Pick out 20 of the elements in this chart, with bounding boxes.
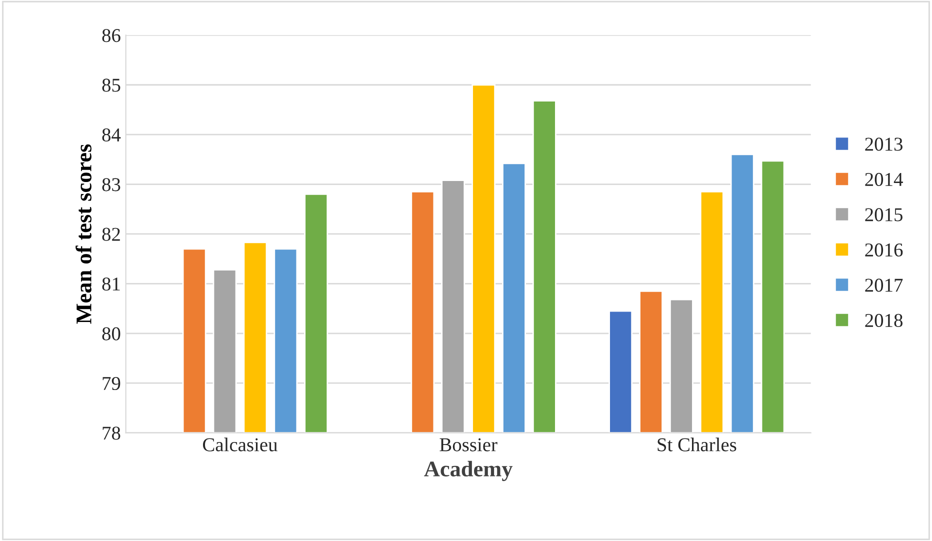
legend-label: 2013 (865, 138, 902, 151)
y-tick-label: 78 (102, 426, 120, 440)
y-tick-label: 86 (102, 28, 120, 42)
x-tick-label: St Charles (658, 438, 736, 452)
legend-label: 2014 (865, 172, 903, 186)
y-tick-label: 81 (102, 278, 120, 291)
legend-label: 2016 (865, 243, 903, 257)
legend-label: 2017 (865, 278, 903, 292)
legend-label: 2018 (865, 314, 903, 328)
y-tick-label: 80 (102, 327, 120, 340)
x-tick-label: Bossier (440, 438, 498, 452)
y-tick-label: 85 (102, 78, 120, 92)
y-tick-label: 83 (102, 178, 120, 192)
legend-label: 2015 (865, 208, 902, 222)
y-tick-label: 82 (102, 228, 120, 241)
y-tick-label: 79 (102, 376, 120, 390)
y-axis-title: Mean of test scores (76, 144, 92, 324)
y-tick-label: 84 (102, 128, 121, 142)
x-axis-title: Academy (424, 460, 513, 482)
x-tick-label: Calcasieu (202, 438, 278, 452)
